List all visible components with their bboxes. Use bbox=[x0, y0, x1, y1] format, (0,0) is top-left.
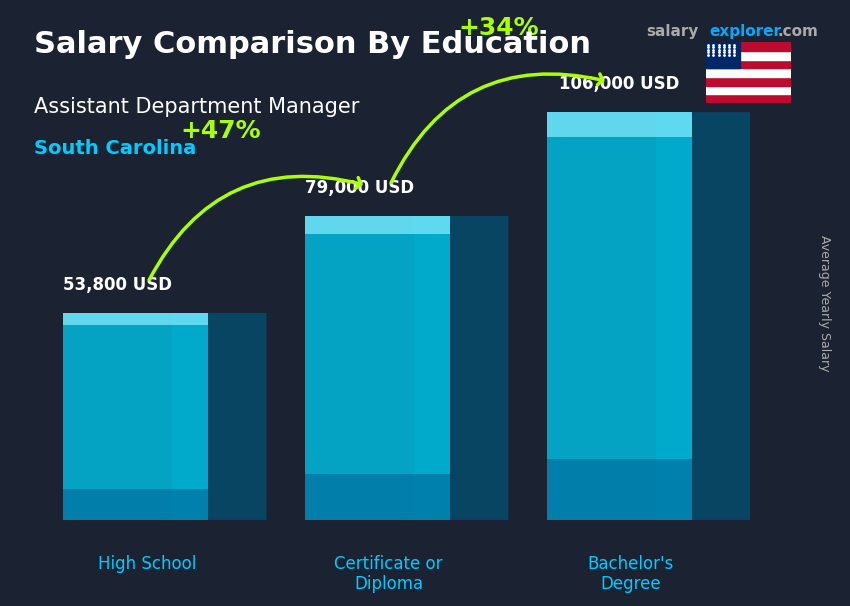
Bar bbox=[305, 216, 450, 520]
Bar bbox=[305, 216, 450, 235]
Bar bbox=[706, 77, 791, 85]
Bar bbox=[547, 459, 692, 520]
Bar bbox=[706, 60, 791, 68]
Text: .com: .com bbox=[778, 24, 819, 39]
Bar bbox=[64, 313, 208, 325]
Text: +34%: +34% bbox=[458, 16, 539, 39]
Text: Assistant Department Manager: Assistant Department Manager bbox=[34, 97, 360, 117]
Text: +47%: +47% bbox=[180, 119, 261, 144]
Text: salary: salary bbox=[646, 24, 699, 39]
Text: 106,000 USD: 106,000 USD bbox=[559, 75, 680, 93]
FancyBboxPatch shape bbox=[414, 216, 508, 520]
Text: Salary Comparison By Education: Salary Comparison By Education bbox=[34, 30, 591, 59]
Text: explorer: explorer bbox=[710, 24, 782, 39]
Bar bbox=[706, 51, 791, 60]
Bar bbox=[706, 85, 791, 95]
Text: Average Yearly Salary: Average Yearly Salary bbox=[818, 235, 831, 371]
Bar bbox=[64, 489, 208, 520]
Bar bbox=[64, 313, 208, 520]
Bar bbox=[547, 112, 692, 520]
Text: 79,000 USD: 79,000 USD bbox=[305, 179, 414, 197]
Text: 53,800 USD: 53,800 USD bbox=[63, 276, 173, 294]
Bar bbox=[706, 42, 791, 51]
Text: South Carolina: South Carolina bbox=[34, 139, 196, 158]
FancyBboxPatch shape bbox=[656, 112, 751, 520]
Bar bbox=[706, 95, 791, 103]
FancyBboxPatch shape bbox=[173, 313, 267, 520]
Bar bbox=[706, 68, 791, 77]
Bar bbox=[547, 112, 692, 136]
Text: Bachelor's
Degree: Bachelor's Degree bbox=[587, 554, 674, 593]
Text: High School: High School bbox=[98, 554, 196, 573]
Bar bbox=[706, 42, 740, 68]
Bar bbox=[305, 474, 450, 520]
Text: Certificate or
Diploma: Certificate or Diploma bbox=[334, 554, 443, 593]
